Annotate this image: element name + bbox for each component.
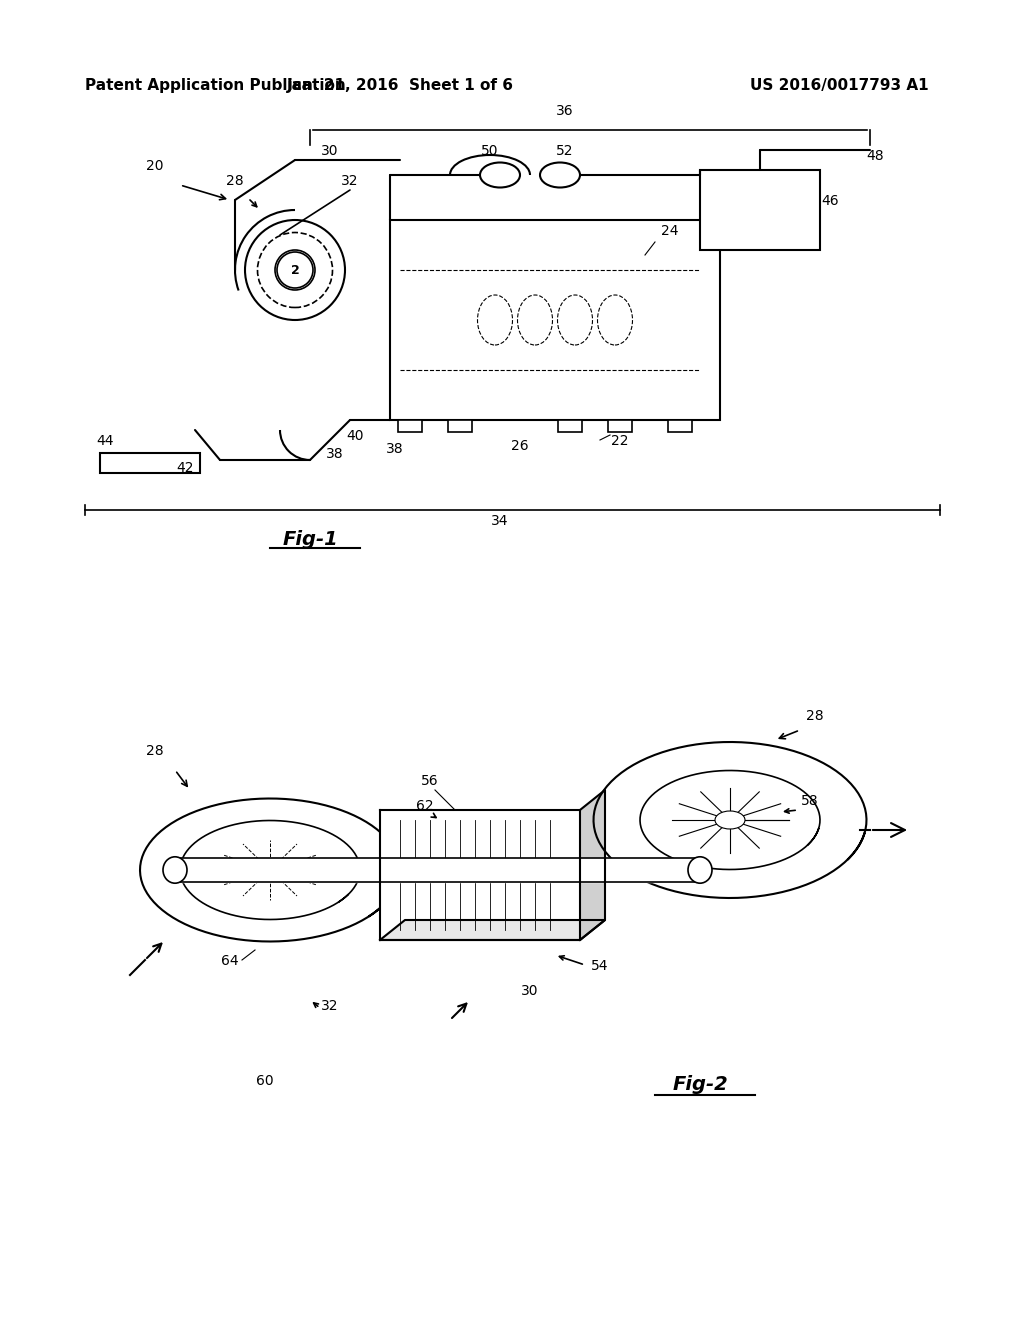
- Text: Fig-2: Fig-2: [672, 1074, 728, 1094]
- Ellipse shape: [557, 294, 593, 345]
- Polygon shape: [380, 920, 605, 940]
- Bar: [608, 420, 632, 432]
- Bar: [100, 453, 200, 473]
- Text: 46: 46: [821, 194, 839, 209]
- Circle shape: [278, 252, 313, 288]
- Text: 44: 44: [96, 434, 114, 447]
- Text: 20: 20: [146, 158, 164, 173]
- Bar: [558, 420, 582, 432]
- Text: 34: 34: [492, 513, 509, 528]
- Text: 30: 30: [521, 983, 539, 998]
- Text: 2: 2: [291, 264, 299, 276]
- Text: 56: 56: [421, 774, 439, 788]
- Ellipse shape: [688, 857, 712, 883]
- Text: 36: 36: [556, 104, 573, 117]
- Text: 64: 64: [221, 954, 239, 968]
- Text: 40: 40: [346, 429, 364, 444]
- Text: US 2016/0017793 A1: US 2016/0017793 A1: [750, 78, 929, 92]
- Text: 28: 28: [806, 709, 824, 723]
- Text: 62: 62: [416, 799, 434, 813]
- Ellipse shape: [275, 249, 315, 290]
- Text: 58: 58: [801, 795, 819, 808]
- Text: 48: 48: [866, 149, 884, 162]
- Text: 26: 26: [511, 440, 528, 453]
- Text: 24: 24: [662, 224, 679, 238]
- Text: 38: 38: [327, 447, 344, 461]
- Text: 32: 32: [341, 174, 358, 187]
- Ellipse shape: [245, 220, 345, 319]
- Ellipse shape: [597, 294, 633, 345]
- Text: 32: 32: [322, 999, 339, 1012]
- Polygon shape: [580, 789, 605, 940]
- Text: Patent Application Publication: Patent Application Publication: [85, 78, 346, 92]
- Ellipse shape: [480, 162, 520, 187]
- Ellipse shape: [257, 232, 333, 308]
- Text: 42: 42: [176, 461, 194, 475]
- Text: 60: 60: [256, 1074, 273, 1088]
- Ellipse shape: [163, 857, 187, 883]
- Text: 50: 50: [481, 144, 499, 158]
- Text: 38: 38: [386, 442, 403, 455]
- Text: 30: 30: [322, 144, 339, 158]
- Polygon shape: [380, 810, 580, 940]
- Bar: [668, 420, 692, 432]
- Text: 54: 54: [591, 960, 608, 973]
- Ellipse shape: [715, 810, 745, 829]
- Text: Jan. 21, 2016  Sheet 1 of 6: Jan. 21, 2016 Sheet 1 of 6: [287, 78, 513, 92]
- Text: 52: 52: [556, 144, 573, 158]
- Text: 22: 22: [611, 434, 629, 447]
- Ellipse shape: [477, 294, 512, 345]
- Text: 28: 28: [226, 174, 244, 187]
- Bar: [390, 220, 720, 420]
- Ellipse shape: [255, 861, 285, 879]
- Text: Fig-1: Fig-1: [283, 531, 338, 549]
- Bar: [449, 420, 472, 432]
- Bar: [700, 170, 820, 249]
- Text: 28: 28: [146, 744, 164, 758]
- Ellipse shape: [517, 294, 553, 345]
- Ellipse shape: [540, 162, 580, 187]
- Bar: [398, 420, 422, 432]
